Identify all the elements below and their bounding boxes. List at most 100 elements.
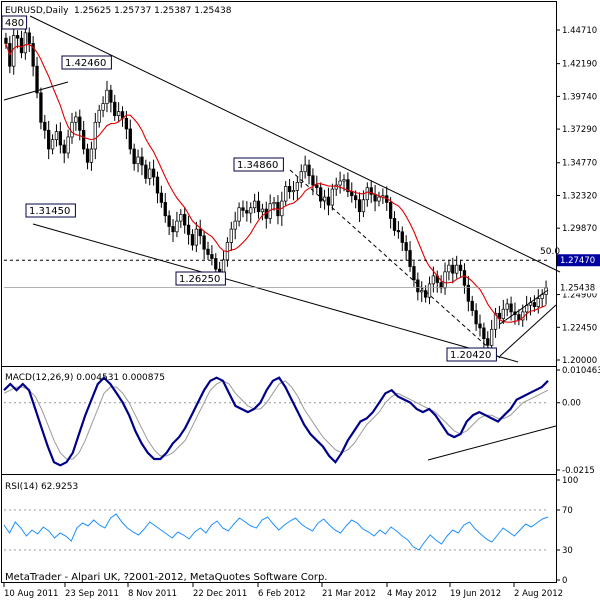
candle-body	[423, 290, 428, 298]
candle-body	[447, 264, 451, 273]
candle-body	[23, 32, 28, 54]
rsi-panel-frame	[1, 474, 557, 583]
candle-body	[62, 144, 66, 154]
candle-body	[82, 129, 86, 150]
x-axis-date-label: 10 Aug 2011	[4, 589, 58, 599]
macd-layer	[3, 376, 557, 467]
candle-body	[47, 129, 51, 150]
candle-body	[105, 89, 109, 104]
macd-y-tick: 0.00	[562, 399, 581, 409]
fib-level-price-label-bg	[557, 254, 600, 267]
candle-body	[361, 199, 366, 213]
candle-body	[19, 37, 24, 54]
candle-body	[311, 175, 315, 186]
candle-body	[505, 303, 509, 310]
candle-body	[252, 200, 257, 209]
candle-body	[455, 264, 459, 274]
candle-body	[183, 214, 187, 226]
candle-body	[66, 136, 70, 154]
candle-body	[256, 200, 261, 213]
candle-body	[474, 310, 478, 325]
x-axis-date-label: 6 Feb 2012	[258, 589, 306, 599]
candle-body	[249, 207, 253, 214]
candle-body	[167, 215, 171, 227]
candle-body	[501, 308, 505, 319]
rsi-y-tick: 0	[562, 576, 567, 586]
candle-body	[517, 314, 521, 321]
candle-body	[50, 139, 55, 150]
candle-body	[388, 202, 393, 219]
candle-body	[451, 264, 455, 274]
candle-body	[27, 32, 31, 44]
candle-body	[287, 186, 292, 193]
candle-body	[342, 179, 346, 182]
candle-body	[420, 290, 424, 293]
fib-level-price-label: 1.27470	[560, 256, 595, 266]
candle-body	[70, 121, 74, 138]
x-axis-date-label: 22 Dec 2011	[193, 589, 247, 599]
candle-body	[140, 156, 144, 166]
price-y-tick: 1.20000	[562, 356, 597, 366]
candle-body	[319, 187, 323, 202]
price-annotation-label: 1.31450	[29, 206, 70, 217]
candle-body	[35, 65, 39, 94]
candle-body	[58, 131, 62, 146]
price-annotation-box	[25, 203, 76, 218]
rising-support-trendline	[499, 304, 557, 357]
candle-body	[245, 210, 249, 214]
price-annotation-box	[233, 157, 284, 172]
candle-body	[186, 224, 191, 235]
candle-body	[350, 191, 354, 197]
candle-body	[284, 186, 288, 202]
candle-body	[490, 328, 494, 346]
price-y-tick: 1.29870	[562, 224, 597, 234]
price-annotation-label: 1.20420	[450, 350, 491, 361]
price-annotation-box	[175, 271, 226, 286]
candle-body	[486, 338, 490, 346]
fib-level-label: 50.0	[540, 247, 560, 257]
candle-body	[101, 103, 105, 111]
candle-body	[4, 37, 8, 44]
ohlc-values: 1.25625 1.25737 1.25387 1.25438	[74, 6, 232, 16]
rsi-y-tick: 70	[562, 506, 573, 516]
candle-body	[54, 131, 59, 140]
candle-body	[482, 327, 486, 339]
candle-body	[43, 121, 47, 131]
price-layer: 480 1.42460 1.31450 1.34860 1.26250 1.20420 50…	[1, 15, 561, 363]
candle-body	[31, 43, 35, 67]
candle-body	[132, 148, 136, 165]
channel-upper-trendline	[29, 15, 561, 273]
price-annotation-label: 1.42460	[65, 58, 106, 69]
x-axis-date-label: 23 Sep 2011	[65, 589, 119, 599]
candle-body	[116, 111, 121, 116]
candle-body	[155, 176, 160, 194]
rsi-line	[3, 513, 549, 551]
candle-body	[536, 298, 540, 307]
candle-body	[427, 283, 432, 298]
candle-body	[369, 187, 373, 195]
rsi-y-tick: 30	[562, 546, 573, 556]
candle-body	[15, 35, 20, 39]
moving-average-line	[5, 43, 547, 323]
macd-title: MACD(12,26,9) 0.004531 0.000875	[5, 373, 165, 383]
candle-body	[194, 228, 198, 246]
candle-body	[470, 300, 474, 311]
x-axis-date-label: 19 Jun 2012	[450, 589, 501, 599]
price-y-tick: 1.44710	[562, 26, 597, 36]
candle-body	[377, 196, 381, 202]
candle-body	[443, 271, 447, 289]
candle-body	[354, 195, 358, 201]
candle-body	[218, 268, 222, 273]
candle-body	[163, 202, 167, 217]
candle-body	[365, 187, 369, 201]
candle-body	[159, 192, 164, 203]
candle-body	[97, 109, 101, 123]
candle-body	[198, 228, 202, 237]
price-annotation-label: 1.34860	[237, 160, 278, 171]
candle-body	[307, 164, 311, 177]
candle-body	[175, 220, 179, 233]
price-y-tick: 1.34770	[562, 159, 597, 169]
candle-body	[233, 220, 237, 230]
